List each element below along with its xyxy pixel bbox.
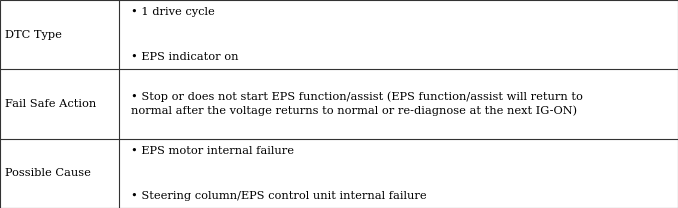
Text: • 1 drive cycle: • 1 drive cycle: [131, 7, 214, 17]
Text: • EPS motor internal failure: • EPS motor internal failure: [131, 146, 294, 156]
Text: DTC Type: DTC Type: [5, 30, 62, 40]
Text: Fail Safe Action: Fail Safe Action: [5, 99, 96, 109]
Text: • EPS indicator on: • EPS indicator on: [131, 52, 238, 62]
Text: • Steering column/EPS control unit internal failure: • Steering column/EPS control unit inter…: [131, 191, 426, 201]
Text: • Stop or does not start EPS function/assist (EPS function/assist will return to: • Stop or does not start EPS function/as…: [131, 92, 582, 116]
Text: Possible Cause: Possible Cause: [5, 168, 91, 178]
